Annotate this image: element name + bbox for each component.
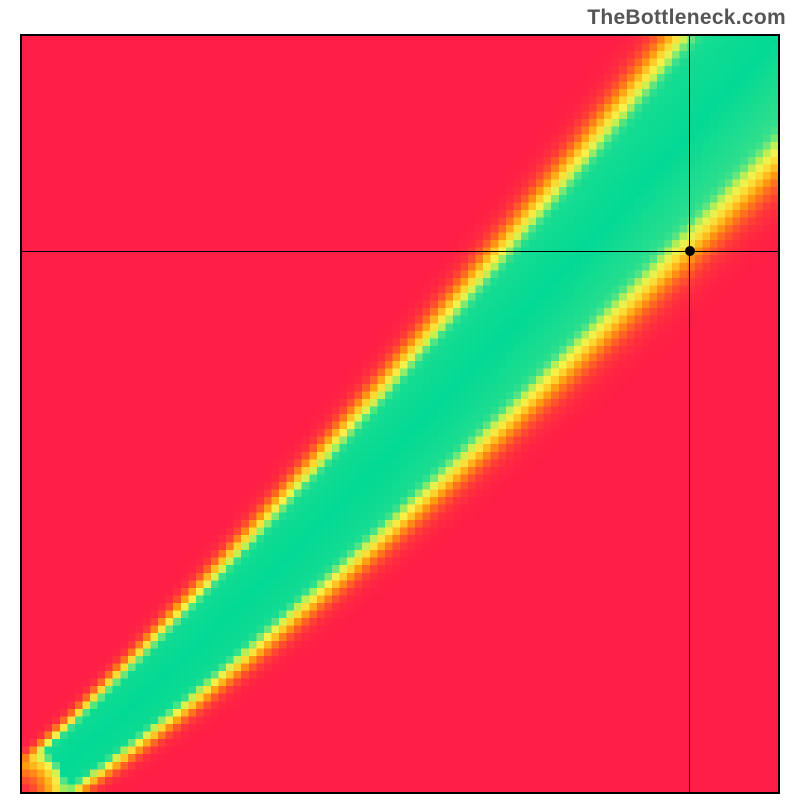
watermark-text: TheBottleneck.com <box>587 6 786 30</box>
crosshair-vertical <box>689 36 690 792</box>
crosshair-horizontal <box>22 251 778 252</box>
bottleneck-heatmap <box>20 34 780 794</box>
heatmap-canvas <box>22 36 778 792</box>
crosshair-marker <box>685 246 695 256</box>
